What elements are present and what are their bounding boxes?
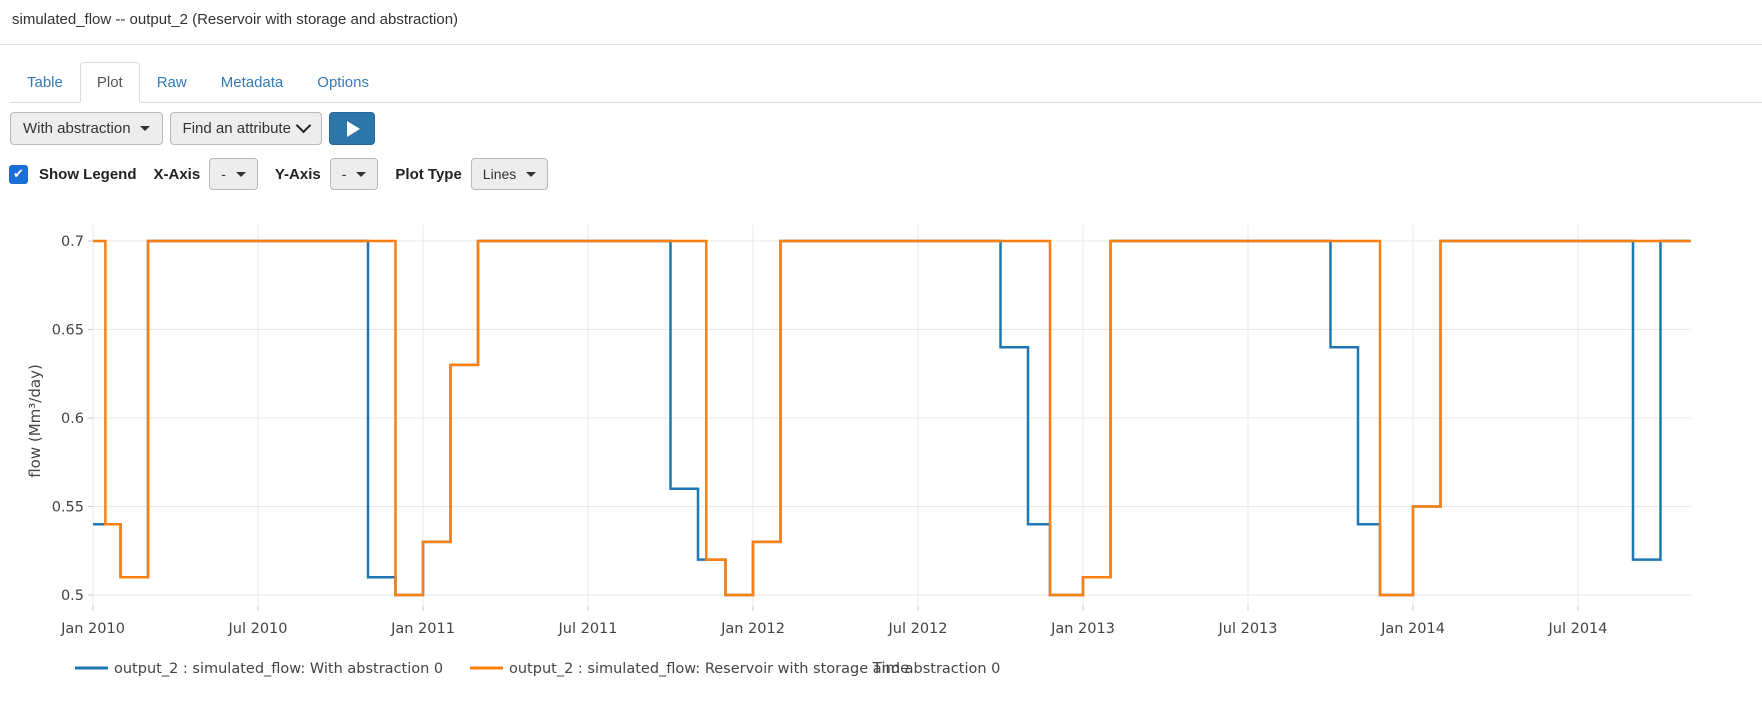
page-title: simulated_flow -- output_2 (Reservoir wi… [12, 11, 459, 28]
y-tick-label: 0.5 [61, 588, 84, 604]
tab-metadata[interactable]: Metadata [220, 74, 284, 91]
x-tick-label: Jul 2012 [887, 621, 947, 637]
window-header: simulated_flow -- output_2 (Reservoir wi… [0, 0, 1762, 45]
x-axis-select[interactable]: - [209, 158, 258, 190]
chevron-down-icon [295, 117, 312, 134]
y-axis-title: flow (Mm³/day) [26, 364, 44, 478]
x-axis-label: X-Axis [153, 165, 201, 183]
plot-toolbar: With abstraction Find an attribute [10, 112, 1762, 145]
y-tick-label: 0.6 [61, 411, 84, 427]
plot-type-select-value: Lines [482, 166, 517, 182]
attribute-dropdown-value: Find an attribute [182, 120, 291, 137]
show-legend-label: Show Legend [39, 165, 137, 183]
x-tick-label: Jan 2011 [390, 621, 455, 637]
plot-panel: Jan 2010 Jul 2010 Jan 2011 Jul 2011 Jan 2012… [0, 203, 1762, 720]
tab-plot[interactable]: Plot [79, 62, 140, 103]
legend-item-0[interactable]: output_2 : simulated_flow: With abstract… [75, 661, 443, 677]
tab-bar: Table Plot Raw Metadata Options [10, 62, 1762, 103]
x-axis-title: Time [872, 659, 910, 677]
attribute-dropdown[interactable]: Find an attribute [169, 112, 322, 145]
caret-down-icon [356, 171, 367, 177]
x-tick-label: Jan 2010 [60, 621, 125, 637]
y-tick-label: 0.7 [61, 234, 84, 250]
tab-options[interactable]: Options [317, 74, 369, 91]
x-tick-label: Jan 2014 [1380, 621, 1445, 637]
x-tick-label: Jul 2011 [557, 621, 617, 637]
run-plot-button[interactable] [328, 112, 375, 145]
caret-down-icon [139, 126, 150, 131]
x-tick-label: Jul 2014 [1547, 621, 1607, 637]
y-axis-select[interactable]: - [329, 158, 379, 190]
y-axis-select-value: - [341, 166, 347, 182]
play-icon [346, 120, 360, 137]
caret-down-icon [526, 171, 537, 177]
flow-step-chart[interactable]: Jan 2010 Jul 2010 Jan 2011 Jul 2011 Jan 2012… [0, 203, 1762, 715]
x-tick-label: Jul 2013 [1217, 621, 1277, 637]
show-legend-checkbox[interactable]: ✔ [9, 164, 28, 184]
tab-table[interactable]: Table [27, 74, 63, 91]
series-dropdown[interactable]: With abstraction [10, 112, 163, 145]
y-axis-label: Y-Axis [274, 165, 321, 183]
caret-down-icon [235, 171, 246, 177]
y-tick-label: 0.55 [52, 500, 84, 516]
tab-raw[interactable]: Raw [156, 74, 187, 91]
legend-item-1[interactable]: output_2 : simulated_flow: Reservoir wit… [470, 661, 1000, 677]
series-dropdown-value: With abstraction [23, 120, 131, 137]
plot-controls: ✔ Show Legend X-Axis - Y-Axis - Plot Typ… [9, 158, 1762, 190]
legend-label: output_2 : simulated_flow: With abstract… [114, 661, 443, 677]
legend-label: output_2 : simulated_flow: Reservoir wit… [509, 661, 1000, 677]
x-axis-select-value: - [221, 166, 226, 182]
plot-type-select[interactable]: Lines [470, 158, 549, 190]
x-tick-label: Jan 2012 [720, 621, 785, 637]
series-line-1 [93, 239, 1691, 597]
x-tick-label: Jul 2010 [227, 621, 287, 637]
plot-type-label: Plot Type [395, 165, 462, 183]
y-tick-label: 0.65 [52, 323, 84, 339]
x-tick-label: Jan 2013 [1050, 621, 1115, 637]
